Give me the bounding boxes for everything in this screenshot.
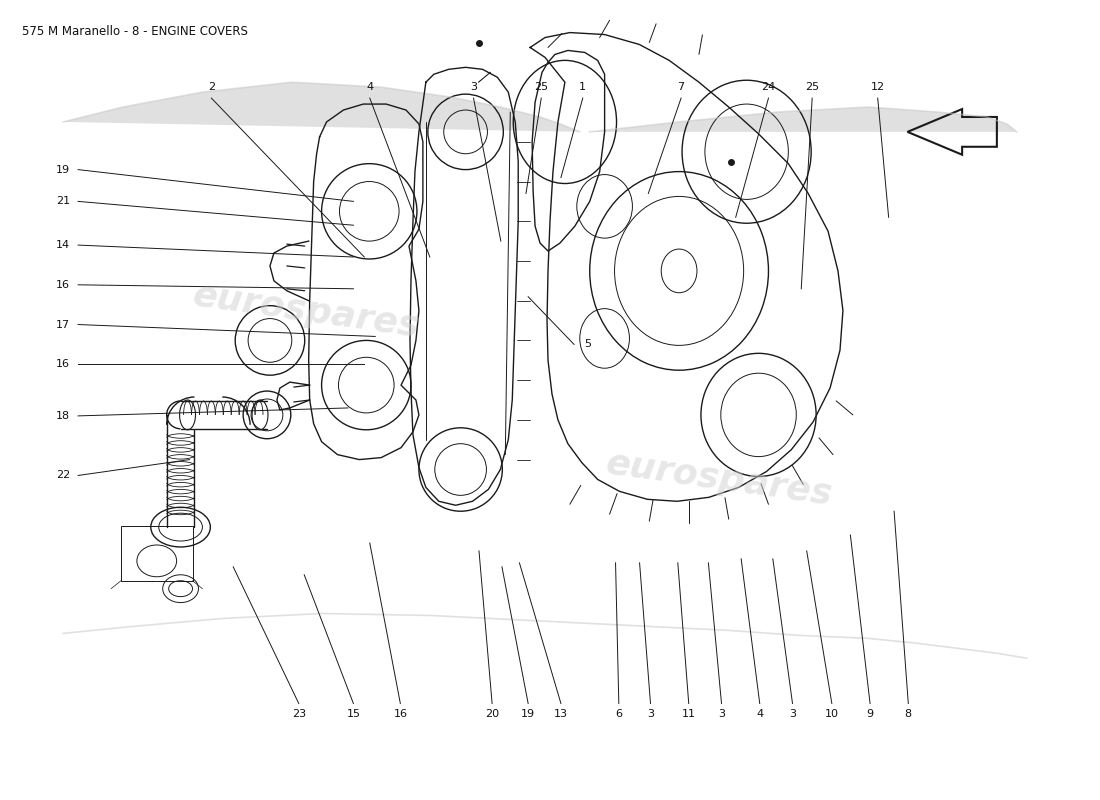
Text: 11: 11 — [682, 710, 695, 719]
Polygon shape — [590, 107, 1016, 132]
Text: 19: 19 — [56, 165, 70, 174]
Bar — [121, 526, 192, 581]
Text: 14: 14 — [56, 240, 70, 250]
Text: 16: 16 — [56, 280, 70, 290]
Text: 18: 18 — [56, 411, 70, 421]
Text: 16: 16 — [56, 359, 70, 370]
Text: 13: 13 — [554, 710, 568, 719]
Text: 24: 24 — [761, 82, 776, 92]
Text: 12: 12 — [870, 82, 884, 92]
Text: 7: 7 — [678, 82, 684, 92]
Text: 17: 17 — [56, 319, 70, 330]
Text: 16: 16 — [394, 710, 407, 719]
Text: 20: 20 — [485, 710, 499, 719]
Polygon shape — [64, 82, 580, 132]
Text: 6: 6 — [615, 710, 623, 719]
Text: 15: 15 — [346, 710, 361, 719]
Text: 19: 19 — [521, 710, 536, 719]
Text: 4: 4 — [756, 710, 763, 719]
Text: 9: 9 — [867, 710, 873, 719]
Text: 10: 10 — [825, 710, 839, 719]
Text: 8: 8 — [904, 710, 912, 719]
Text: 21: 21 — [56, 196, 70, 206]
Text: 575 M Maranello - 8 - ENGINE COVERS: 575 M Maranello - 8 - ENGINE COVERS — [22, 25, 248, 38]
Text: 25: 25 — [805, 82, 820, 92]
Text: 5: 5 — [584, 339, 591, 350]
Text: 3: 3 — [470, 82, 477, 92]
Text: 2: 2 — [208, 82, 214, 92]
Text: 23: 23 — [292, 710, 306, 719]
Text: 4: 4 — [366, 82, 373, 92]
Text: 3: 3 — [647, 710, 654, 719]
Text: 22: 22 — [56, 470, 70, 481]
Text: 25: 25 — [535, 82, 548, 92]
Text: 3: 3 — [718, 710, 725, 719]
Text: eurospares: eurospares — [603, 446, 835, 512]
Text: eurospares: eurospares — [191, 278, 422, 343]
Text: 1: 1 — [580, 82, 586, 92]
Text: 3: 3 — [789, 710, 796, 719]
